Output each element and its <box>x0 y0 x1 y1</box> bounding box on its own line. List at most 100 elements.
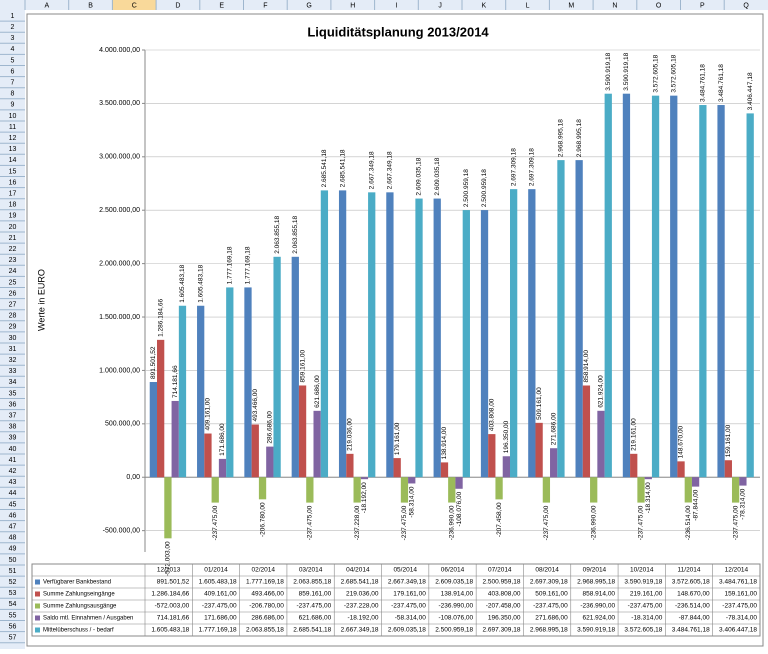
value-label: 858.914,00 <box>583 350 590 383</box>
table-cell: 621.924,00 <box>583 615 616 622</box>
bar <box>739 477 747 486</box>
bar <box>313 410 321 478</box>
value-label: 271.686,00 <box>550 412 557 445</box>
row-header: 35 <box>9 390 17 397</box>
value-label: 3.572.605,18 <box>670 54 677 92</box>
x-tick-label: 08/2014 <box>535 567 559 574</box>
row-header: 21 <box>9 235 17 242</box>
bar <box>197 305 205 478</box>
x-tick-label: 03/2014 <box>299 567 323 574</box>
table-cell: 2.609.035,18 <box>388 627 426 634</box>
row-header: 56 <box>9 623 17 630</box>
table-cell: 219.161,00 <box>630 591 663 598</box>
table-cell: 2.063.855,18 <box>293 579 331 586</box>
bar <box>731 477 740 503</box>
row-header: 20 <box>9 224 17 231</box>
table-cell: 2.968.995,18 <box>530 627 568 634</box>
table-cell: -236.990,00 <box>580 603 615 610</box>
table-cell: 2.697.309,18 <box>483 627 521 634</box>
row-header: 32 <box>9 357 17 364</box>
column-header: G <box>306 2 311 9</box>
x-tick-label: 01/2014 <box>204 567 228 574</box>
value-label: 1.777.169,18 <box>227 246 234 284</box>
value-label: -237.475,00 <box>307 505 314 540</box>
legend-label: Saldo mtl. Einnahmen / Ausgaben <box>43 616 133 622</box>
bar <box>226 287 234 478</box>
table-cell: -237.475,00 <box>533 603 568 610</box>
table-cell: 858.914,00 <box>583 591 616 598</box>
row-header-bar <box>0 0 25 649</box>
bar <box>691 477 700 487</box>
value-label: 3.484.761,18 <box>700 64 707 102</box>
row-header: 39 <box>9 435 17 442</box>
row-header: 52 <box>9 579 17 586</box>
table-cell: 179.161,00 <box>393 591 426 598</box>
bar <box>557 160 565 478</box>
legend-key <box>35 615 40 621</box>
table-cell: 2.968.995,18 <box>577 579 615 586</box>
row-header: 7 <box>11 79 15 86</box>
bar <box>590 477 598 503</box>
row-header: 29 <box>9 324 17 331</box>
row-header: 37 <box>9 412 17 419</box>
table-cell: -237.475,00 <box>391 603 426 610</box>
y-tick-label: 3.000.000,00 <box>99 154 140 161</box>
bar <box>251 424 259 478</box>
value-label: -236.990,00 <box>448 505 455 540</box>
table-cell: -237.475,00 <box>297 603 332 610</box>
table-cell: 2.685.541,18 <box>293 627 331 634</box>
row-header: 50 <box>9 557 17 564</box>
value-label: -206.780,00 <box>259 502 266 537</box>
column-header: E <box>219 2 224 9</box>
bar <box>488 434 496 478</box>
bar <box>746 113 754 478</box>
value-label: 171.686,00 <box>219 423 226 456</box>
value-label: 2.968.995,18 <box>576 119 583 157</box>
value-label: 2.063.855,18 <box>292 215 299 253</box>
value-label: 2.609.035,18 <box>434 157 441 195</box>
bar <box>393 458 401 478</box>
bar <box>528 189 536 478</box>
value-label: 138.914,00 <box>441 426 448 459</box>
legend-label: Mittelüberschuss / - bedarf <box>43 628 114 634</box>
row-header: 40 <box>9 446 17 453</box>
row-header: 27 <box>9 301 17 308</box>
row-header: 17 <box>9 190 17 197</box>
value-label: 1.286.184,66 <box>157 299 164 337</box>
table-cell: 171.686,00 <box>204 615 237 622</box>
row-header: 33 <box>9 368 17 375</box>
bar <box>320 190 329 478</box>
value-label: 891.501,52 <box>150 346 157 379</box>
table-cell: 3.572.605,18 <box>624 627 662 634</box>
row-header: 10 <box>9 113 17 120</box>
table-cell: 3.484.761,18 <box>719 579 757 586</box>
value-label: 403.808,00 <box>489 398 496 431</box>
table-cell: -237.475,00 <box>202 603 237 610</box>
column-header: N <box>612 2 617 9</box>
value-label: 159.161,00 <box>725 424 732 457</box>
table-cell: -207.458,00 <box>486 603 521 610</box>
bar <box>597 410 605 478</box>
table-cell: 3.590.919,18 <box>577 627 615 634</box>
bar <box>699 105 707 478</box>
y-tick-label: 4.000.000,00 <box>99 47 140 54</box>
bar <box>360 477 369 480</box>
bar <box>535 422 543 478</box>
row-header: 49 <box>9 546 17 553</box>
table-cell: -572.003,00 <box>155 603 190 610</box>
row-header: 46 <box>9 512 17 519</box>
row-header: 3 <box>11 35 15 42</box>
bar <box>433 198 441 478</box>
value-label: 3.406.447,18 <box>747 72 754 110</box>
row-header: 11 <box>9 124 16 131</box>
bar <box>684 477 692 503</box>
row-header: 53 <box>9 590 17 597</box>
y-tick-label: 3.500.000,00 <box>99 100 140 107</box>
legend-key <box>35 579 40 585</box>
column-header: I <box>395 2 397 9</box>
table-cell: -78.314,00 <box>726 615 757 622</box>
value-label: 219.036,00 <box>347 418 354 451</box>
value-label: 621.924,00 <box>598 375 605 408</box>
row-header: 16 <box>9 179 17 186</box>
x-tick-label: 09/2014 <box>583 567 607 574</box>
